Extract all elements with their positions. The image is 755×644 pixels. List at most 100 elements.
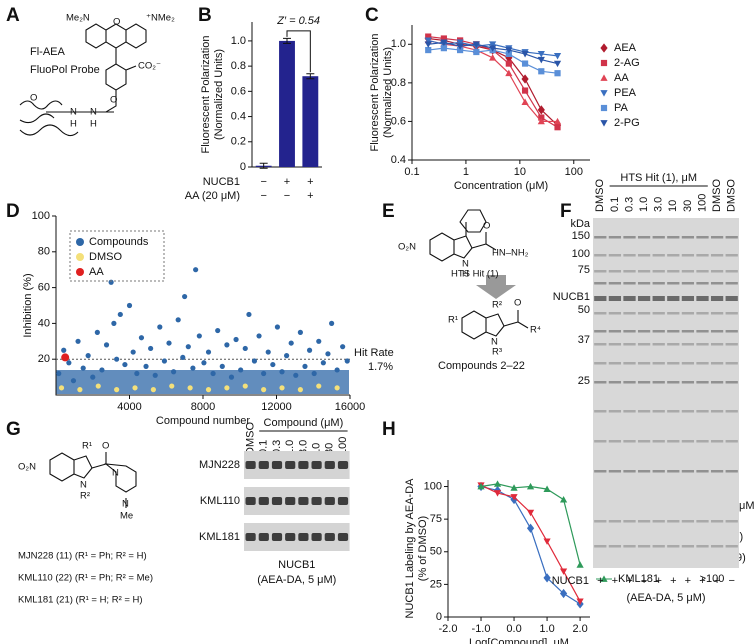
point — [274, 324, 281, 330]
gel-band — [324, 497, 335, 505]
condition-sign: + — [307, 190, 313, 202]
gel-band — [637, 520, 651, 523]
point — [210, 370, 216, 377]
gel-band — [725, 381, 738, 384]
gel-band — [245, 533, 256, 541]
point — [284, 353, 290, 359]
gel-band — [637, 270, 651, 273]
gel — [593, 218, 739, 568]
point — [224, 342, 230, 348]
x-tick-label: 100 — [565, 166, 583, 178]
gel-band — [652, 236, 665, 239]
atom: N — [90, 107, 97, 118]
gel-band — [623, 440, 636, 443]
gel-band — [594, 440, 607, 443]
probe-name: Fl-AEA — [30, 46, 66, 58]
point — [559, 568, 568, 575]
gel-band — [608, 440, 622, 443]
atom: N — [462, 259, 469, 270]
gel-band — [637, 330, 651, 333]
point — [472, 41, 480, 48]
table-value: >100 — [700, 573, 725, 585]
row-label: KML181 — [199, 531, 240, 543]
point — [80, 365, 86, 371]
gel-band — [324, 533, 335, 541]
legend-marker — [600, 90, 608, 97]
x-tick-label: 1.0 — [539, 623, 554, 635]
atom: N — [122, 499, 129, 510]
point — [457, 46, 464, 54]
point — [193, 267, 199, 273]
y-tick-label: 0.4 — [391, 154, 406, 166]
point — [489, 41, 497, 48]
point — [132, 385, 138, 391]
point — [559, 495, 568, 503]
point — [553, 52, 562, 60]
row-sign: + — [670, 575, 676, 587]
gel-band — [271, 497, 283, 505]
atom: H — [462, 269, 469, 280]
panel-label: G — [6, 419, 21, 440]
atom: H — [90, 119, 97, 130]
point — [526, 523, 535, 533]
x-tick-label: 2.0 — [572, 623, 587, 635]
gel-band — [652, 254, 665, 257]
gel-band — [710, 362, 724, 365]
row-label: MJN228 — [199, 459, 240, 471]
atom: R³ — [492, 347, 502, 358]
point — [238, 367, 244, 373]
point — [553, 60, 562, 68]
gel-band — [258, 461, 269, 469]
gel-band — [245, 461, 256, 469]
point — [316, 338, 322, 344]
point — [251, 358, 258, 364]
atom: R¹ — [82, 441, 92, 452]
gel-band — [710, 236, 724, 239]
series-structure: O₂N R¹ N R² O N N Me MJN228 (11) (R¹ = P… — [18, 441, 153, 606]
gel-band — [681, 440, 695, 443]
gel-band — [623, 381, 636, 384]
point — [117, 311, 123, 318]
point — [521, 98, 529, 106]
kda-label: 25 — [578, 375, 590, 387]
gel-band — [725, 520, 738, 523]
gel-band — [696, 381, 709, 384]
point — [261, 387, 267, 393]
point — [505, 47, 513, 54]
point — [122, 361, 128, 368]
x-axis-label: Log[Compound], μM — [469, 637, 569, 644]
gel-band — [652, 270, 665, 273]
gel-band — [681, 343, 695, 346]
gel-band — [725, 410, 738, 413]
lane-label: 3.0 — [653, 197, 665, 212]
point — [477, 482, 485, 490]
gel-band — [337, 533, 349, 541]
panel-label: B — [198, 5, 212, 26]
atom: CO₂⁻ — [138, 61, 161, 72]
gel-band — [652, 545, 665, 548]
legend-label: AEA — [614, 42, 637, 54]
point — [440, 39, 448, 46]
gel-band — [681, 282, 695, 285]
atom: N — [70, 107, 77, 118]
legend-marker — [600, 120, 608, 127]
lane-label: 10 — [667, 200, 679, 212]
point — [182, 293, 188, 300]
point — [456, 39, 464, 46]
annotation: Z′ = 0.54 — [276, 15, 320, 27]
point — [297, 387, 303, 393]
gel-band — [725, 545, 738, 548]
x-tick-label: 4000 — [117, 401, 141, 413]
legend-label: Compounds — [89, 236, 149, 248]
point — [265, 349, 271, 355]
gel-band — [337, 497, 349, 505]
point — [311, 370, 317, 377]
gel-header: HTS Hit (1), μM — [620, 172, 697, 184]
point — [334, 385, 340, 391]
x-tick-label: 8000 — [191, 401, 215, 413]
point — [288, 340, 294, 346]
gel-band — [311, 461, 322, 469]
gel-band — [696, 296, 709, 301]
gel-band — [710, 381, 724, 384]
x-axis-label: Compound number — [156, 415, 251, 427]
